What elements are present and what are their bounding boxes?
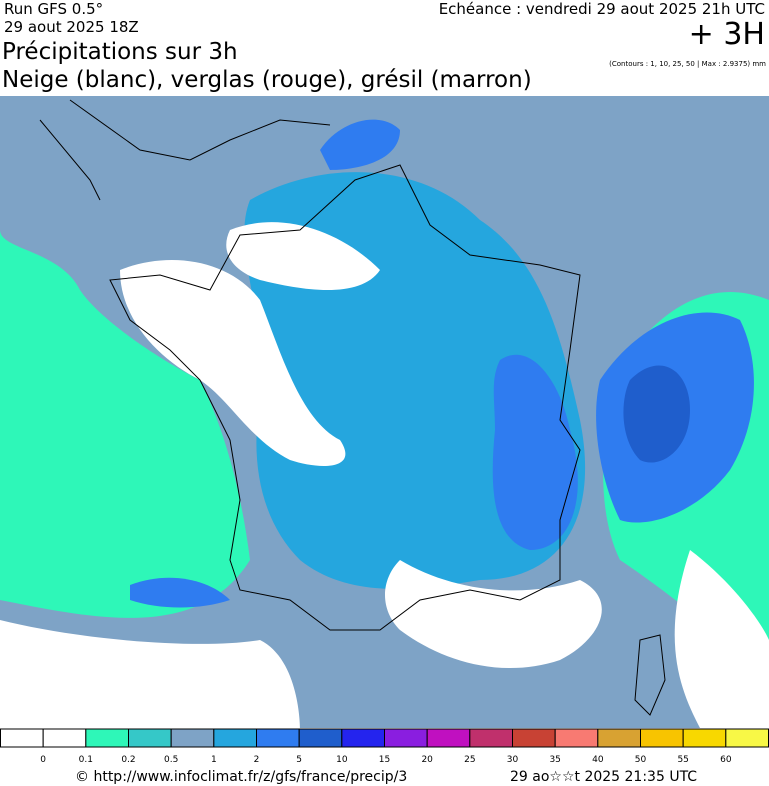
legend-swatch (384, 728, 428, 748)
precip-zone (492, 354, 578, 550)
legend-label: 0 (40, 755, 46, 765)
legend-swatch (469, 728, 514, 748)
legend-label: 25 (464, 755, 475, 765)
legend-label: 0.1 (79, 755, 93, 765)
legend-swatch (170, 728, 215, 748)
legend-swatch (0, 728, 44, 748)
legend-swatch (213, 728, 257, 748)
legend-label: 10 (336, 755, 348, 765)
run-date: 29 aout 2025 18Z (4, 18, 139, 36)
precip-zone (623, 365, 690, 463)
map (0, 96, 769, 728)
legend-label: 5 (296, 755, 302, 765)
contours: (Contours : 1, 10, 25, 50 | Max : 2.9375… (609, 60, 766, 68)
legend-swatch (426, 728, 471, 748)
legend-label: 1 (211, 755, 217, 765)
precip-zone (130, 577, 230, 608)
corsica (634, 634, 666, 716)
dry-zone (120, 260, 346, 466)
legend-label: 0.2 (121, 755, 135, 765)
legend-label: 2 (254, 755, 260, 765)
precip-zone (320, 119, 400, 170)
legend-swatch (512, 728, 556, 748)
legend-swatch (341, 728, 386, 748)
legend-label: 35 (549, 755, 560, 765)
coastline (39, 99, 331, 201)
legend-swatch (597, 728, 641, 748)
footer-url: © http://www.infoclimat.fr/z/gfs/france/… (75, 769, 407, 785)
legend-label: 50 (635, 755, 647, 765)
dry-zone (674, 550, 769, 728)
legend-label: 0.5 (164, 755, 178, 765)
france-border (109, 164, 581, 631)
legend-swatch (85, 728, 130, 748)
title: Précipitations sur 3h (2, 39, 238, 65)
legend-swatch (298, 728, 343, 748)
subtitle: Neige (blanc), verglas (rouge), grésil (… (2, 67, 532, 93)
run-label: Run GFS 0.5° (4, 0, 103, 18)
legend-label: 40 (592, 755, 604, 765)
dry-zone (0, 620, 300, 728)
legend-label: 55 (677, 755, 688, 765)
legend-swatch (640, 728, 684, 748)
legend-swatch (128, 728, 172, 748)
legend-swatch (256, 728, 300, 748)
dry-zone (226, 222, 380, 290)
legend-swatch (554, 728, 599, 748)
dry-zone (385, 560, 602, 669)
legend-label: 15 (379, 755, 390, 765)
footer-date: 29 ao☆☆t 2025 21:35 UTC (510, 769, 697, 785)
legend: 0 0.1 0.2 0.5 1 2 5 10 15 20 25 30 35 40 50 55 60 (0, 728, 769, 765)
legend-swatch (682, 728, 727, 748)
echeance: Echéance : vendredi 29 aout 2025 21h UTC (439, 0, 765, 18)
legend-label: 30 (507, 755, 519, 765)
legend-swatch (42, 728, 87, 748)
offset: + 3H (689, 17, 765, 52)
legend-label: 60 (720, 755, 732, 765)
legend-swatch (725, 728, 769, 748)
legend-label: 20 (421, 755, 433, 765)
